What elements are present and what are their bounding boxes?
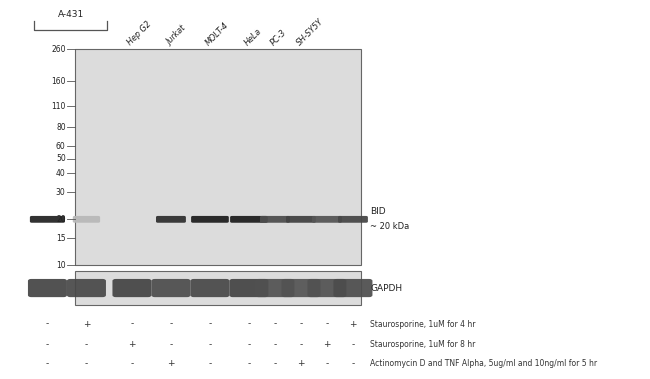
Text: -: - (46, 340, 49, 349)
FancyBboxPatch shape (28, 279, 67, 297)
Text: -: - (131, 319, 134, 329)
Text: -: - (273, 340, 277, 349)
FancyBboxPatch shape (73, 216, 100, 223)
FancyBboxPatch shape (307, 279, 346, 297)
Text: +: + (349, 319, 357, 329)
Text: -: - (247, 359, 251, 368)
FancyBboxPatch shape (112, 279, 151, 297)
Text: 30: 30 (56, 188, 66, 197)
Bar (75, 271, 361, 305)
Text: -: - (208, 340, 212, 349)
Text: -: - (273, 359, 277, 368)
Text: 10: 10 (56, 261, 66, 270)
Text: 110: 110 (51, 102, 66, 111)
Text: -: - (325, 359, 328, 368)
Text: +: + (83, 319, 90, 329)
Text: -: - (299, 340, 302, 349)
Text: PC-3: PC-3 (268, 28, 288, 47)
Text: +: + (128, 340, 136, 349)
Text: -: - (208, 319, 212, 329)
FancyBboxPatch shape (67, 279, 106, 297)
Text: -: - (352, 340, 355, 349)
Text: -: - (325, 319, 328, 329)
FancyBboxPatch shape (260, 216, 290, 223)
Text: -: - (131, 359, 134, 368)
FancyBboxPatch shape (255, 279, 294, 297)
Text: 80: 80 (56, 123, 66, 132)
Text: Hep G2: Hep G2 (125, 20, 153, 47)
Text: +: + (323, 340, 331, 349)
Text: 20: 20 (56, 215, 66, 224)
Text: -: - (46, 319, 49, 329)
Text: Actinomycin D and TNF Alpha, 5ug/ml and 10ng/ml for 5 hr: Actinomycin D and TNF Alpha, 5ug/ml and … (370, 359, 597, 368)
Text: -: - (84, 359, 88, 368)
FancyBboxPatch shape (229, 279, 268, 297)
Text: SH-SY5Y: SH-SY5Y (294, 17, 325, 47)
Bar (75, 49, 361, 265)
FancyBboxPatch shape (156, 216, 186, 223)
FancyBboxPatch shape (281, 279, 320, 297)
Text: -: - (46, 359, 49, 368)
FancyBboxPatch shape (333, 279, 372, 297)
Text: HeLa: HeLa (242, 27, 263, 47)
Text: -: - (208, 359, 212, 368)
Text: -: - (247, 319, 251, 329)
Text: -: - (84, 340, 88, 349)
FancyBboxPatch shape (151, 279, 190, 297)
Text: 50: 50 (56, 154, 66, 163)
Text: 160: 160 (51, 77, 66, 86)
Text: -: - (273, 319, 277, 329)
FancyBboxPatch shape (30, 216, 65, 223)
FancyBboxPatch shape (190, 279, 229, 297)
Text: 40: 40 (56, 169, 66, 178)
Text: -: - (169, 319, 173, 329)
Text: -: - (169, 340, 173, 349)
FancyBboxPatch shape (230, 216, 268, 223)
Text: -: - (247, 340, 251, 349)
FancyBboxPatch shape (286, 216, 316, 223)
Text: +: + (297, 359, 305, 368)
FancyBboxPatch shape (191, 216, 229, 223)
Text: 60: 60 (56, 142, 66, 151)
Text: -: - (352, 359, 355, 368)
Text: Staurosporine, 1uM for 4 hr: Staurosporine, 1uM for 4 hr (370, 319, 476, 329)
Text: GAPDH: GAPDH (370, 283, 402, 293)
FancyBboxPatch shape (312, 216, 342, 223)
Text: A-431: A-431 (58, 10, 84, 19)
Text: +: + (167, 359, 175, 368)
Text: 15: 15 (56, 234, 66, 243)
Text: 260: 260 (51, 45, 66, 54)
Text: -: - (299, 319, 302, 329)
Text: BID: BID (370, 207, 386, 216)
Text: Staurosporine, 1uM for 8 hr: Staurosporine, 1uM for 8 hr (370, 340, 476, 349)
Text: Jurkat: Jurkat (164, 25, 187, 47)
Text: MOLT-4: MOLT-4 (203, 20, 230, 47)
Text: ~ 20 kDa: ~ 20 kDa (370, 222, 410, 231)
FancyBboxPatch shape (338, 216, 368, 223)
